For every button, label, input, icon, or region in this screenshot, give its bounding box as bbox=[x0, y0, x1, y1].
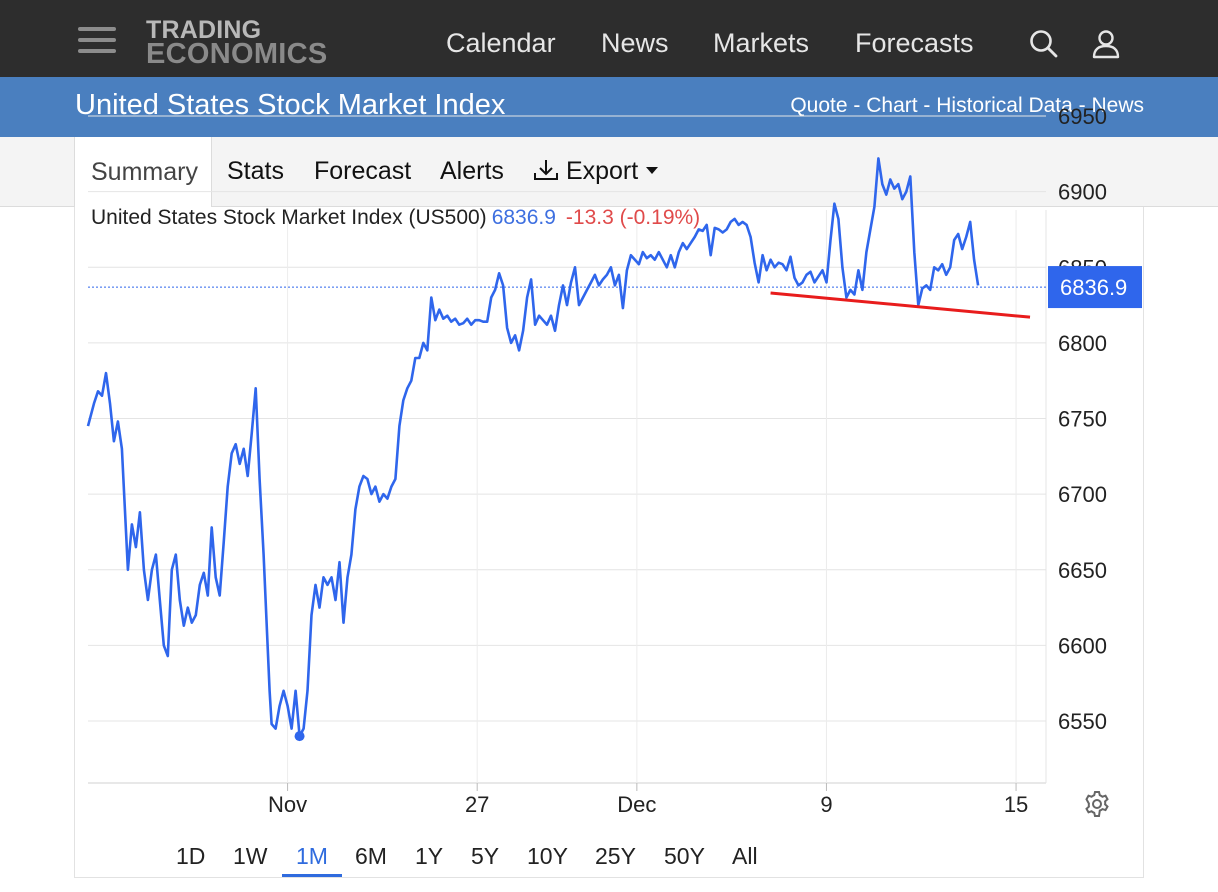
hamburger-menu-icon[interactable] bbox=[78, 25, 116, 55]
x-axis-ticks: Nov 27 Dec 9 15 bbox=[268, 783, 1028, 817]
quote-price: 6836.9 bbox=[491, 206, 556, 229]
range-all[interactable]: All bbox=[732, 843, 758, 869]
y-tick-label: 6600 bbox=[1058, 633, 1107, 658]
y-tick-label: 6750 bbox=[1058, 407, 1107, 432]
link-historical-data[interactable]: Historical Data bbox=[936, 94, 1073, 117]
last-price-label: 6836.9 bbox=[1060, 275, 1127, 300]
tabs-row: Summary Stats Forecast Alerts Export bbox=[0, 137, 1218, 208]
nav-news[interactable]: News bbox=[601, 28, 669, 58]
range-1w[interactable]: 1W bbox=[233, 843, 268, 869]
x-tick-label: 9 bbox=[820, 792, 832, 817]
gear-icon[interactable] bbox=[1083, 790, 1111, 818]
link-news[interactable]: News bbox=[1091, 94, 1144, 117]
y-tick-label: 6650 bbox=[1058, 558, 1107, 583]
export-button[interactable]: Export bbox=[533, 157, 659, 186]
logo[interactable]: TRADING ECONOMICS bbox=[146, 16, 328, 70]
download-icon bbox=[534, 160, 558, 180]
link-separator: - bbox=[847, 94, 867, 117]
active-range-underline bbox=[282, 874, 342, 877]
quote-change: -13.3 bbox=[565, 206, 614, 229]
series-line bbox=[86, 157, 980, 738]
quote-change-pct: (-0.19%) bbox=[619, 206, 701, 229]
link-separator: - bbox=[1072, 94, 1092, 117]
logo-line1: TRADING bbox=[146, 16, 262, 44]
link-chart[interactable]: Chart bbox=[866, 94, 918, 117]
last-price-badge: 6836.9 bbox=[1048, 266, 1142, 309]
y-tick-label: 6700 bbox=[1058, 482, 1107, 507]
chart-grid bbox=[88, 115, 1047, 784]
link-quote[interactable]: Quote bbox=[790, 94, 848, 117]
x-tick-label: 15 bbox=[1004, 792, 1028, 817]
caret-down-icon bbox=[646, 167, 659, 174]
x-tick-label: Dec bbox=[617, 792, 656, 817]
quote-line: United States Stock Market Index (US500)… bbox=[91, 206, 700, 230]
range-50y[interactable]: 50Y bbox=[664, 843, 705, 869]
trendline bbox=[770, 291, 1031, 319]
range-25y[interactable]: 25Y bbox=[595, 843, 636, 869]
quote-name: United States Stock Market Index (US500) bbox=[91, 206, 487, 229]
user-icon[interactable] bbox=[1090, 28, 1122, 60]
range-1y[interactable]: 1Y bbox=[415, 843, 444, 869]
range-1m[interactable]: 1M bbox=[296, 843, 328, 869]
low-point-marker bbox=[294, 731, 305, 742]
export-label: Export bbox=[565, 157, 639, 185]
y-tick-label: 6550 bbox=[1058, 709, 1107, 734]
top-navbar: TRADING ECONOMICS Calendar News Markets … bbox=[0, 0, 1218, 77]
x-tick-label: 27 bbox=[465, 792, 489, 817]
logo-line2: ECONOMICS bbox=[146, 38, 328, 70]
y-tick-label: 6800 bbox=[1058, 331, 1107, 356]
range-6m[interactable]: 6M bbox=[355, 843, 387, 869]
nav-forecasts[interactable]: Forecasts bbox=[855, 28, 974, 58]
x-tick-label: Nov bbox=[268, 792, 307, 817]
last-price-badge-bg bbox=[1048, 266, 1142, 309]
range-10y[interactable]: 10Y bbox=[527, 843, 568, 869]
chart-panel bbox=[74, 207, 1144, 878]
tab-stats[interactable]: Stats bbox=[227, 157, 284, 185]
y-tick-label: 6900 bbox=[1058, 180, 1107, 205]
tab-summary[interactable]: Summary bbox=[74, 137, 212, 208]
y-axis-ticks: 655066006650670067506800685069006950 bbox=[1058, 104, 1107, 734]
nav-calendar[interactable]: Calendar bbox=[446, 28, 556, 58]
tab-forecast[interactable]: Forecast bbox=[314, 157, 412, 185]
range-1d[interactable]: 1D bbox=[176, 843, 206, 869]
header-links: Quote - Chart - Historical Data - News bbox=[790, 94, 1144, 118]
range-5y[interactable]: 5Y bbox=[471, 843, 500, 869]
search-icon[interactable] bbox=[1028, 28, 1060, 60]
nav-markets[interactable]: Markets bbox=[713, 28, 810, 58]
link-separator: - bbox=[917, 94, 937, 117]
tab-alerts[interactable]: Alerts bbox=[440, 157, 504, 185]
y-tick-label: 6950 bbox=[1058, 104, 1107, 129]
